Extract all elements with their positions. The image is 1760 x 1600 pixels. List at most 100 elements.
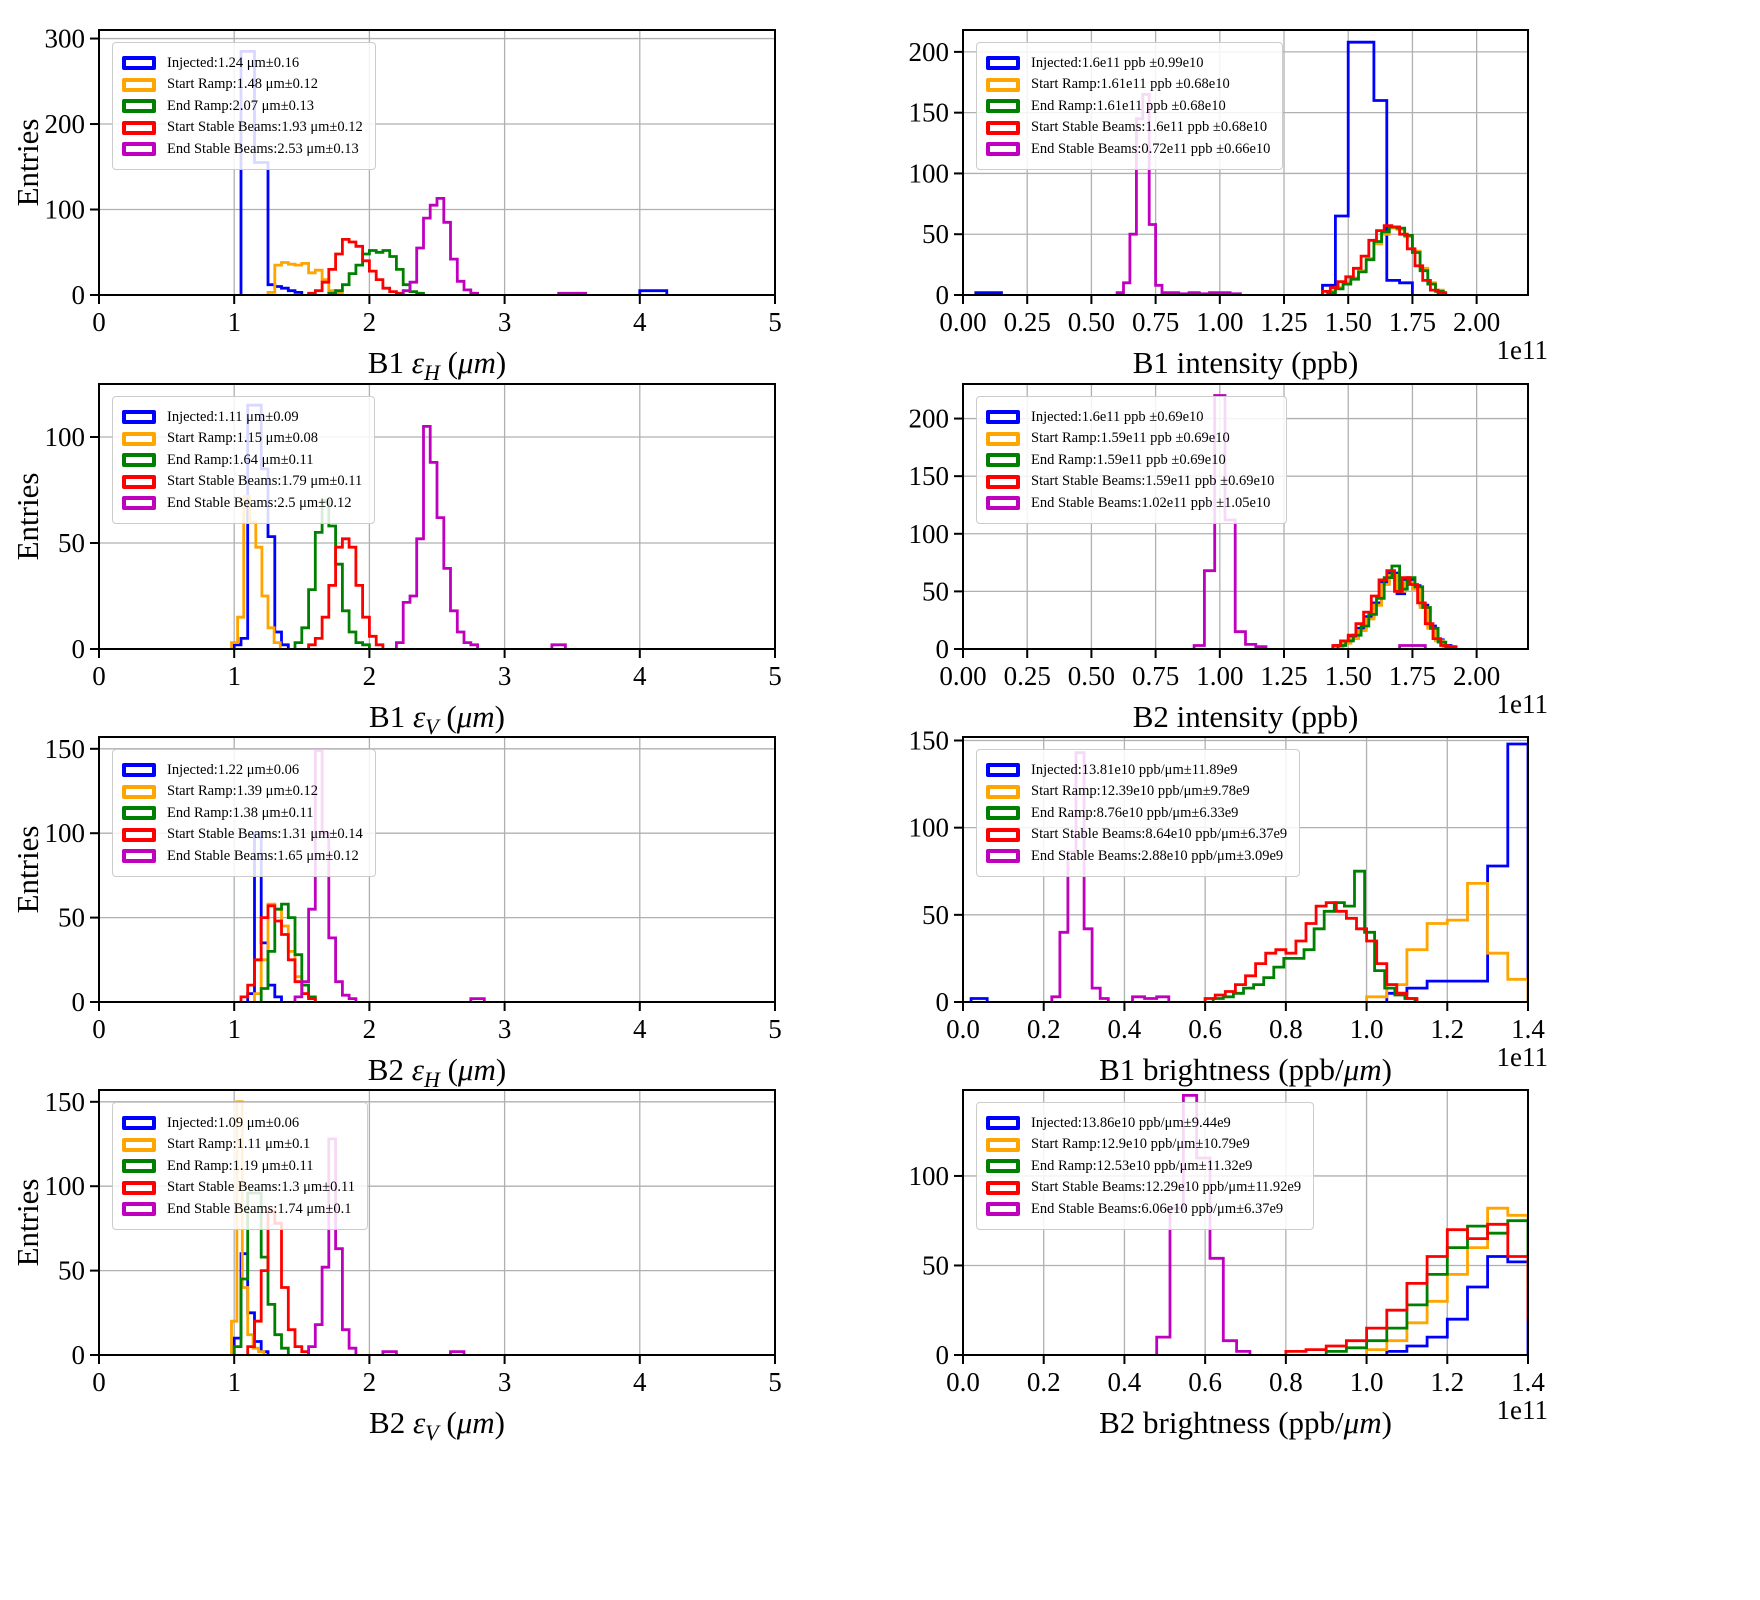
legend-item: Start Stable Beams:8.64e10 ppb/μm±6.37e9: [986, 826, 1287, 843]
legend-b1-brightness: Injected:13.81e10 ppb/μm±11.89e9 Start Ra…: [976, 749, 1301, 877]
legend-b2-emittance-v: Injected:1.09 μm±0.06 Start Ramp:1.11 μm±…: [112, 1102, 368, 1230]
x-tick-label: 5: [768, 661, 782, 691]
x-axis-label: B2 εV (μm): [369, 1405, 505, 1445]
legend-item: Start Stable Beams:1.6e11 ppb ±0.68e10: [986, 119, 1270, 136]
legend-label: Start Stable Beams:8.64e10 ppb/μm±6.37e9: [1031, 826, 1288, 842]
y-tick-label: 0: [72, 1340, 86, 1370]
x-tick-label: 0.8: [1269, 1014, 1303, 1044]
legend-swatch-icon: [986, 99, 1020, 113]
x-axis-label: B2 intensity (ppb): [1133, 699, 1359, 734]
x-tick-label: 1.75: [1389, 661, 1436, 691]
x-tick-label: 5: [768, 1367, 782, 1397]
subplot-b1-emittance-h: 0 1 2 3 4 5 0 100 200 300 B1 εH (μm) Entries: [10, 24, 782, 385]
legend-label: End Stable Beams:1.65 μm±0.12: [167, 847, 359, 864]
series-start-stable-beams: [1331, 569, 1458, 649]
legend-swatch-icon: [986, 496, 1020, 510]
x-tick-label: 0.2: [1027, 1367, 1061, 1397]
legend-item: End Ramp:2.07 μm±0.13: [122, 98, 363, 115]
y-tick-label: 0: [936, 1340, 950, 1370]
legend-item: Injected:1.24 μm±0.16: [122, 55, 363, 72]
legend-swatch-icon: [122, 142, 156, 156]
series-end-stable-beams: [401, 197, 588, 295]
legend-swatch-icon: [986, 120, 1020, 135]
legend-b1-intensity: Injected:1.6e11 ppb ±0.99e10 Start Ramp:1…: [976, 42, 1284, 170]
x-tick-label: 1.0: [1350, 1367, 1384, 1397]
legend-item: Start Ramp:12.9e10 ppb/μm±10.79e9: [986, 1136, 1301, 1153]
y-tick-label: 50: [58, 903, 85, 933]
y-tick-label: 0: [72, 280, 86, 310]
legend-label: End Stable Beams:2.88e10 ppb/μm±3.09e9: [1031, 847, 1284, 864]
y-tick-label: 150: [45, 1087, 86, 1117]
legend-label: Injected:1.22 μm±0.06: [167, 761, 300, 778]
x-axis-label: B1 εH (μm): [368, 345, 506, 385]
legend-item: End Ramp:1.64 μm±0.11: [122, 452, 362, 469]
x-tick-label: 2.00: [1453, 661, 1500, 691]
x-tick-label: 1.25: [1260, 307, 1307, 337]
x-tick-label: 1.2: [1430, 1014, 1464, 1044]
x-tick-label: 4: [633, 1014, 647, 1044]
x-axis-label: B2 brightness (ppb/μm): [1099, 1405, 1392, 1440]
legend-b2-intensity: Injected:1.6e11 ppb ±0.69e10 Start Ramp:1…: [976, 396, 1288, 524]
y-tick-label: 200: [909, 37, 950, 67]
legend-label: Injected:13.86e10 ppb/μm±9.44e9: [1031, 1114, 1231, 1131]
legend-label: Injected:1.6e11 ppb ±0.99e10: [1031, 54, 1204, 71]
legend-swatch-icon: [122, 763, 156, 777]
x-tick-label: 4: [633, 661, 647, 691]
y-tick-label: 50: [58, 528, 85, 558]
series-start-ramp: [230, 1100, 266, 1355]
legend-item: End Stable Beams:2.53 μm±0.13: [122, 141, 363, 158]
axis-offset-label: 1e11: [1497, 1395, 1548, 1425]
x-tick-label: 1.4: [1511, 1014, 1545, 1044]
x-tick-label: 5: [768, 1014, 782, 1044]
legend-swatch-icon: [986, 1180, 1020, 1195]
legend-label: End Ramp:1.61e11 ppb ±0.68e10: [1031, 97, 1226, 114]
legend-swatch-icon: [122, 1137, 156, 1152]
y-tick-label: 100: [45, 422, 86, 452]
x-tick-label: 0.0: [946, 1367, 980, 1397]
x-tick-label: 1.2: [1430, 1367, 1464, 1397]
legend-swatch-icon: [122, 410, 156, 424]
legend-item: End Ramp:1.38 μm±0.11: [122, 805, 363, 822]
x-tick-label: 0.2: [1027, 1014, 1061, 1044]
y-axis-label: Entries: [10, 1179, 45, 1267]
series-start-stable-beams: [1203, 901, 1419, 1002]
y-tick-label: 50: [58, 1256, 85, 1286]
subplot-b1-brightness: 0.0 0.2 0.4 0.6 0.8 1.0 1.2 1.4 0 50 100 150 B1 brig…: [909, 725, 1549, 1087]
x-tick-label: 0.4: [1108, 1014, 1142, 1044]
y-tick-label: 50: [922, 900, 949, 930]
x-tick-label: 2: [363, 1367, 377, 1397]
y-tick-label: 100: [909, 158, 950, 188]
series-end-ramp: [232, 1191, 290, 1355]
legend-swatch-icon: [986, 453, 1020, 467]
legend-swatch-icon: [122, 453, 156, 467]
legend-swatch-icon: [122, 1180, 156, 1195]
series-start-ramp: [230, 495, 282, 649]
legend-swatch-icon: [986, 784, 1020, 799]
legend-item: Injected:1.22 μm±0.06: [122, 762, 363, 779]
legend-label: End Ramp:2.07 μm±0.13: [167, 97, 315, 114]
legend-swatch-icon: [986, 763, 1020, 777]
legend-item: Start Stable Beams:1.79 μm±0.11: [122, 473, 362, 490]
series-start-stable-beams: [307, 238, 405, 295]
series-injected: [232, 1252, 270, 1355]
x-tick-label: 1: [227, 307, 241, 337]
y-tick-label: 100: [909, 813, 950, 843]
legend-label: Start Ramp:1.48 μm±0.12: [167, 76, 319, 92]
legend-item: End Ramp:12.53e10 ppb/μm±11.32e9: [986, 1158, 1301, 1175]
x-tick-label: 3: [498, 1014, 512, 1044]
legend-item: End Stable Beams:2.88e10 ppb/μm±3.09e9: [986, 848, 1287, 865]
axes-spines: [98, 29, 776, 296]
x-tick-label: 4: [633, 1367, 647, 1397]
subplot-b1-intensity: 0.00 0.25 0.50 0.75 1.00 1.25 1.50 1.75 2.00 0 50 1…: [909, 29, 1548, 380]
legend-item: Start Ramp:1.48 μm±0.12: [122, 76, 363, 93]
y-axis-label: Entries: [10, 119, 45, 207]
y-tick-label: 100: [909, 1161, 950, 1191]
x-tick-label: 1.00: [1196, 661, 1243, 691]
legend-swatch-icon: [122, 806, 156, 820]
legend-swatch-icon: [986, 806, 1020, 820]
series-end-ramp: [293, 499, 371, 649]
series-start-stable-beams: [1284, 1222, 1528, 1355]
legend-swatch-icon: [986, 77, 1020, 92]
legend-label: Start Stable Beams:1.31 μm±0.14: [167, 826, 363, 842]
legend-b1-emittance-v: Injected:1.11 μm±0.09 Start Ramp:1.15 μm±…: [112, 396, 376, 524]
